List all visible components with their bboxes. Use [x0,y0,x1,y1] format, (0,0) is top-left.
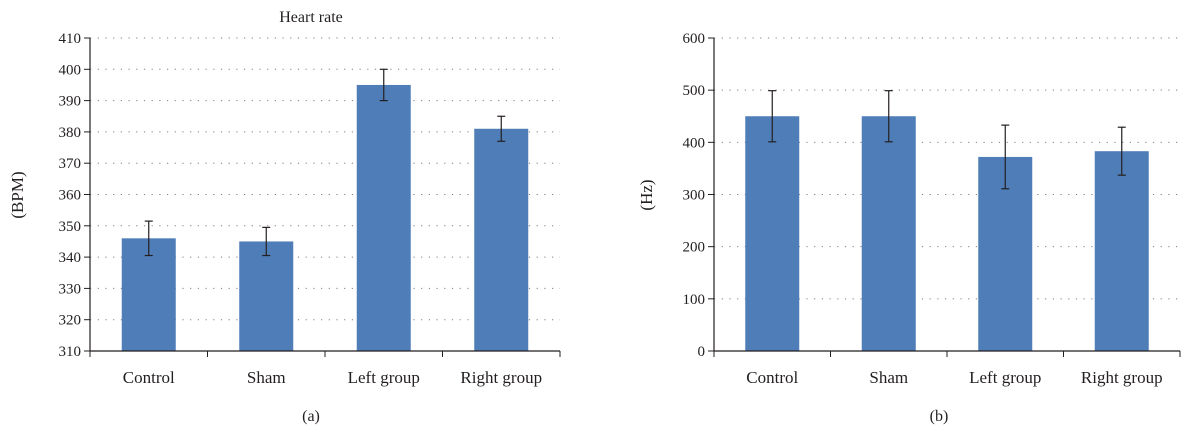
y-tick-label: 400 [683,135,706,151]
x-tick-label: Right group [1081,368,1163,387]
bar [474,128,529,351]
y-tick-label: 320 [59,313,82,329]
chart-panel-a: Heart rate (BPM) (a) 310 320 330 340 350 360 3… [8,9,561,425]
y-tick-label: 200 [683,240,706,256]
y-tick-label: 500 [683,83,706,99]
y-tick-label: 380 [59,125,82,141]
chart-panel-b: (Hz) (b) 0 100 200 300 400 500 600 Control Sham L… [637,31,1181,425]
bar [121,238,176,351]
y-tick-label: 330 [59,281,82,297]
y-axis-label: (Hz) [637,179,656,210]
bar [745,116,800,351]
bar [1094,151,1149,351]
x-tick-label: Left group [348,368,420,387]
y-tick-label: 0 [698,344,706,360]
x-tick-label: Left group [969,368,1041,387]
bar [356,84,411,351]
bar [239,241,294,351]
panel-label: (a) [302,408,320,425]
y-tick-label: 300 [683,188,706,204]
x-tick-label: Control [123,368,175,387]
bar [861,116,916,351]
y-tick-label: 350 [59,219,82,235]
y-tick-label: 410 [59,31,82,47]
y-tick-label: 310 [59,344,82,360]
y-tick-label: 100 [683,292,706,308]
y-tick-label: 390 [59,94,82,110]
x-tick-label: Sham [247,368,286,387]
y-tick-label: 400 [59,62,82,78]
y-tick-label: 600 [683,31,706,47]
y-tick-label: 340 [59,250,82,266]
panel-label: (b) [930,408,949,425]
y-tick-label: 370 [59,156,82,172]
chart-title: Heart rate [279,9,343,26]
x-tick-label: Control [746,368,798,387]
y-axis-label: (BPM) [8,171,27,218]
y-tick-label: 360 [59,188,82,204]
x-tick-label: Right group [460,368,542,387]
x-tick-label: Sham [869,368,908,387]
